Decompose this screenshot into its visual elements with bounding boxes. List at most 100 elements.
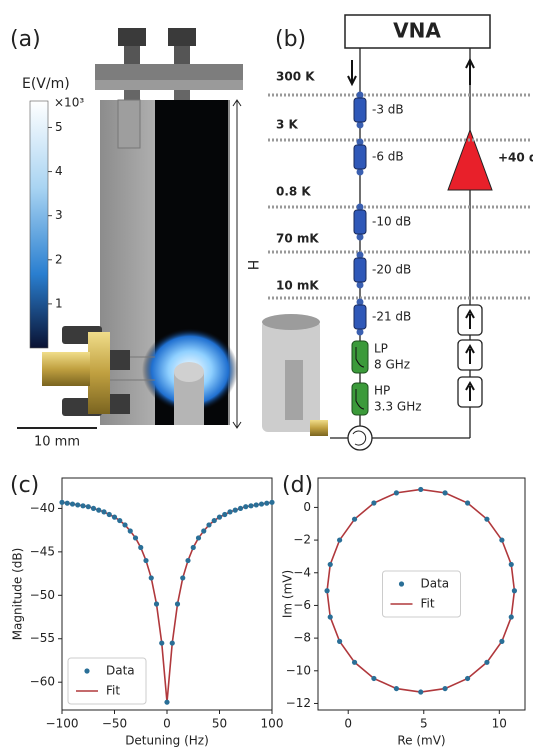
data-point bbox=[512, 588, 517, 593]
connector-node bbox=[357, 204, 364, 211]
panel-a: (a) E(V/m) ×10³ 12345 H 10 mm bbox=[10, 27, 260, 450]
data-point bbox=[337, 639, 342, 644]
connector-flange bbox=[88, 332, 110, 414]
data-point bbox=[191, 545, 196, 550]
x-tick-label: −50 bbox=[102, 717, 127, 731]
data-point bbox=[418, 689, 423, 694]
data-point bbox=[465, 500, 470, 505]
connector-node bbox=[357, 92, 364, 99]
legend-label: Fit bbox=[106, 684, 120, 698]
data-point bbox=[243, 504, 248, 509]
data-point bbox=[96, 508, 101, 513]
stage-label: 300 K bbox=[276, 70, 315, 84]
data-point bbox=[324, 588, 329, 593]
arrow-up bbox=[466, 60, 474, 85]
connector-node bbox=[357, 282, 364, 289]
data-point bbox=[418, 487, 423, 492]
screw bbox=[124, 90, 140, 100]
y-tick-label: −6 bbox=[293, 598, 311, 612]
legend-marker bbox=[399, 581, 404, 586]
data-point bbox=[101, 509, 106, 514]
attenuator-label: -3 dB bbox=[372, 103, 404, 117]
data-point bbox=[143, 558, 148, 563]
y-tick-label: −40 bbox=[30, 501, 55, 515]
colorbar-tick-label: 4 bbox=[55, 164, 63, 178]
attenuator-label: -21 dB bbox=[372, 310, 411, 324]
data-point bbox=[75, 502, 80, 507]
connector-node bbox=[357, 234, 364, 241]
data-point bbox=[222, 512, 227, 517]
colorbar-tick-label: 2 bbox=[55, 252, 63, 266]
data-point bbox=[371, 500, 376, 505]
circulator bbox=[348, 426, 372, 450]
y-tick-label: −45 bbox=[30, 544, 55, 558]
y-tick-label: −2 bbox=[293, 533, 311, 547]
panel-label: (c) bbox=[10, 473, 39, 498]
attenuator-label: -10 dB bbox=[372, 215, 411, 229]
attenuator bbox=[354, 305, 366, 329]
data-point bbox=[394, 490, 399, 495]
data-point bbox=[180, 575, 185, 580]
device-post bbox=[285, 360, 303, 420]
data-point bbox=[149, 575, 154, 580]
y-tick-label: −4 bbox=[293, 565, 311, 579]
filter bbox=[352, 383, 368, 415]
connector-node bbox=[357, 139, 364, 146]
legend-label: Data bbox=[106, 664, 135, 678]
data-point bbox=[328, 562, 333, 567]
y-tick-label: −8 bbox=[293, 631, 311, 645]
nut bbox=[110, 350, 130, 370]
data-point bbox=[170, 640, 175, 645]
data-point bbox=[371, 676, 376, 681]
x-tick-label: 0 bbox=[344, 717, 352, 731]
legend-label: Fit bbox=[421, 597, 435, 611]
data-point bbox=[254, 502, 259, 507]
data-point bbox=[175, 601, 180, 606]
filter bbox=[352, 341, 368, 373]
data-point bbox=[442, 490, 447, 495]
x-tick-label: 100 bbox=[261, 717, 284, 731]
colorbar-title: E(V/m) bbox=[22, 76, 70, 92]
data-point bbox=[442, 686, 447, 691]
y-tick-label: −50 bbox=[30, 588, 55, 602]
device-top bbox=[262, 314, 320, 330]
screw bbox=[174, 90, 190, 100]
data-point bbox=[238, 506, 243, 511]
data-point bbox=[65, 501, 70, 506]
stage-label: 70 mK bbox=[276, 232, 319, 246]
data-point bbox=[328, 614, 333, 619]
screw bbox=[124, 46, 140, 66]
data-point bbox=[227, 509, 232, 514]
data-point bbox=[499, 537, 504, 542]
connector-node bbox=[357, 169, 364, 176]
data-point bbox=[484, 660, 489, 665]
panel-label: (a) bbox=[10, 27, 41, 52]
x-axis-label: Detuning (Hz) bbox=[125, 734, 209, 748]
data-point bbox=[233, 508, 238, 513]
data-point bbox=[86, 504, 91, 509]
x-tick-label: 5 bbox=[420, 717, 428, 731]
bracket bbox=[95, 80, 243, 90]
attenuator bbox=[354, 98, 366, 122]
legend-label: Data bbox=[421, 577, 450, 591]
y-tick-label: −55 bbox=[30, 631, 55, 645]
bracket bbox=[95, 64, 243, 80]
y-axis-label: Magnitude (dB) bbox=[11, 548, 25, 641]
connector bbox=[42, 352, 90, 386]
colorbar bbox=[30, 101, 48, 348]
data-point bbox=[259, 501, 264, 506]
data-point bbox=[91, 506, 96, 511]
data-point bbox=[352, 517, 357, 522]
height-label: H bbox=[244, 260, 260, 271]
data-point bbox=[154, 601, 159, 606]
colorbar-tick-label: 1 bbox=[55, 296, 63, 310]
connector-node bbox=[357, 329, 364, 336]
x-tick-label: 0 bbox=[163, 717, 171, 731]
post-top bbox=[174, 362, 204, 382]
data-point bbox=[264, 501, 269, 506]
data-point bbox=[394, 686, 399, 691]
y-tick-label: −12 bbox=[286, 696, 311, 710]
data-point bbox=[59, 500, 64, 505]
data-point bbox=[133, 535, 138, 540]
